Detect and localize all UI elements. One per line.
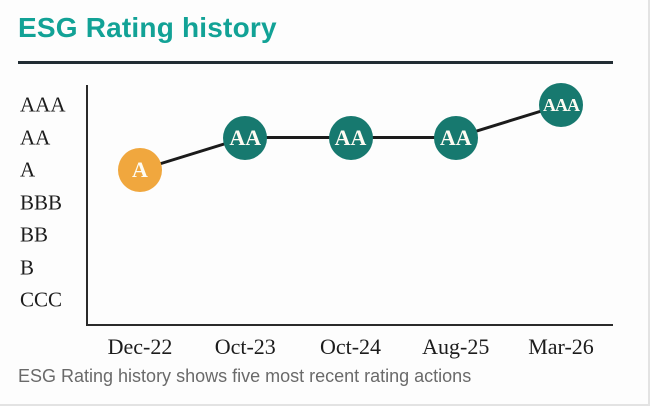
chart-caption: ESG Rating history shows five most recen… bbox=[18, 366, 472, 386]
y-axis-label-bb: BB bbox=[20, 222, 49, 247]
y-axis-label-aaa: AAA bbox=[20, 92, 66, 117]
rating-point-dec-22: A bbox=[118, 148, 162, 192]
rating-point-mar-26: AAA bbox=[539, 83, 583, 127]
chart-title: ESG Rating history bbox=[18, 12, 277, 43]
y-axis-label-b: B bbox=[20, 255, 35, 279]
x-axis-label-dec-22: Dec-22 bbox=[107, 334, 173, 359]
rating-point-oct-23: AA bbox=[223, 115, 268, 160]
x-axis-label-aug-25: Aug-25 bbox=[422, 334, 490, 359]
x-axis-label-oct-23: Oct-23 bbox=[214, 334, 276, 359]
y-axis-line bbox=[86, 85, 88, 325]
rating-point-aug-25: AA bbox=[433, 115, 478, 160]
x-axis-line bbox=[86, 324, 613, 326]
title-divider bbox=[18, 61, 613, 64]
y-axis-label-ccc: CCC bbox=[20, 287, 63, 312]
y-axis-label-a: A bbox=[20, 157, 36, 182]
y-axis-label-bbb: BBB bbox=[20, 190, 63, 214]
x-axis-label-oct-24: Oct-24 bbox=[319, 334, 382, 359]
rating-point-oct-24: AA bbox=[328, 115, 373, 160]
y-axis-label-aa: AA bbox=[20, 125, 51, 149]
x-axis-label-mar-26: Mar-26 bbox=[528, 334, 594, 359]
